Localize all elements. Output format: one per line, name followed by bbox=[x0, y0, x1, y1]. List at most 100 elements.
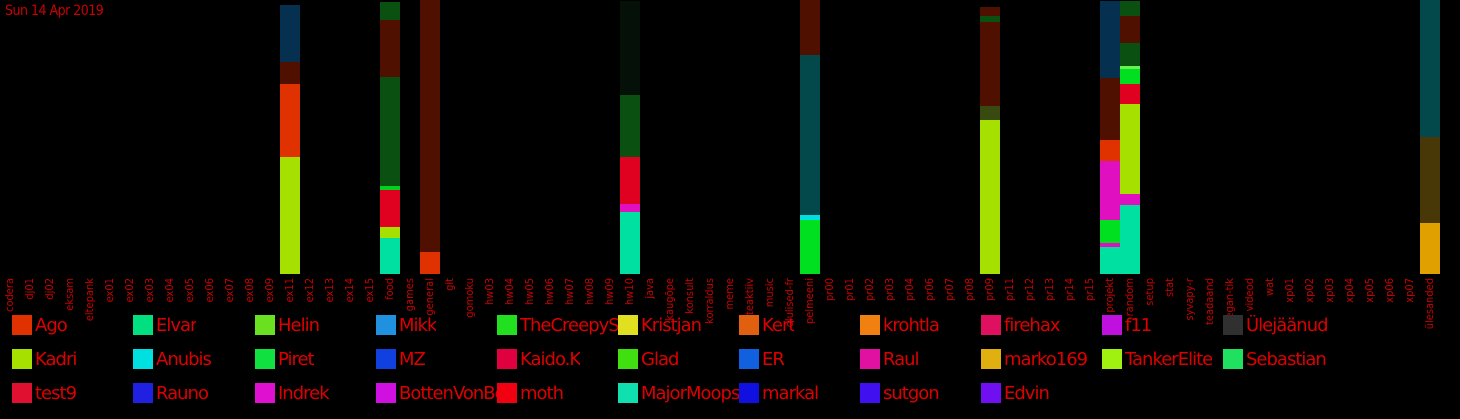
bar-segment bbox=[1100, 161, 1120, 220]
legend-item: markal bbox=[739, 382, 818, 404]
x-tick-label: random bbox=[1123, 278, 1136, 316]
bar-segment bbox=[1100, 1, 1120, 78]
bar-segment bbox=[1420, 0, 1440, 137]
x-tick-label: videod bbox=[1243, 278, 1256, 311]
bar-segment bbox=[1120, 194, 1140, 205]
x-tick-label: ex06 bbox=[203, 278, 216, 302]
legend-item: Sebastian bbox=[1223, 348, 1326, 370]
bar-segment bbox=[620, 157, 640, 204]
bar-segment bbox=[1120, 84, 1140, 104]
legend-label: Kert bbox=[762, 314, 795, 336]
bar-segment bbox=[620, 204, 640, 212]
legend-swatch bbox=[739, 349, 759, 369]
bar-segment bbox=[380, 227, 400, 238]
bar-segment bbox=[800, 55, 820, 215]
bar-segment bbox=[380, 238, 400, 274]
legend-label: ER bbox=[762, 348, 784, 370]
legend-swatch bbox=[12, 349, 32, 369]
x-tick-label: dj02 bbox=[43, 278, 56, 300]
bar-segment bbox=[380, 190, 400, 227]
bar-segment bbox=[1120, 205, 1140, 274]
legend-swatch bbox=[376, 383, 396, 403]
x-tick-label: pr07 bbox=[943, 278, 956, 301]
legend-label: sutgon bbox=[883, 382, 939, 404]
legend-label: MajorMoopsy bbox=[641, 382, 739, 404]
bar-segment bbox=[980, 7, 1000, 16]
legend-item: Edvin bbox=[981, 382, 1049, 404]
legend-swatch bbox=[739, 383, 759, 403]
legend-item: Ülejäänud bbox=[1223, 314, 1328, 336]
x-tick-label: ex11 bbox=[283, 278, 296, 302]
x-tick-label: pelmeeni bbox=[803, 278, 816, 324]
legend-swatch bbox=[1223, 315, 1243, 335]
legend-item: Kristjan bbox=[618, 314, 701, 336]
legend-swatch bbox=[376, 315, 396, 335]
legend-label: Ülejäänud bbox=[1246, 314, 1328, 336]
bar-segment bbox=[1100, 140, 1120, 161]
legend-item: Elvar bbox=[133, 314, 196, 336]
x-axis-labels: codera dj01 dj02 eksam eltepank ex01 ex02 ex03 e… bbox=[3, 277, 1436, 331]
x-tick-label: git bbox=[443, 278, 456, 291]
legend-swatch bbox=[618, 315, 638, 335]
legend-swatch bbox=[981, 315, 1001, 335]
x-tick-label: xp03 bbox=[1323, 278, 1336, 303]
x-tick-label: pr06 bbox=[923, 278, 936, 301]
legend-label: f11 bbox=[1125, 314, 1152, 336]
x-tick-label: teadaand bbox=[1203, 278, 1216, 325]
x-tick-label: xp01 bbox=[1283, 278, 1296, 303]
x-tick-label: wat bbox=[1263, 278, 1276, 296]
x-tick-label: meme bbox=[723, 278, 736, 309]
legend-item: moth bbox=[497, 382, 563, 404]
x-tick-label: hw05 bbox=[523, 278, 536, 305]
legend-item: Raul bbox=[860, 348, 919, 370]
bar-segment bbox=[1100, 78, 1120, 140]
legend-item: Glad bbox=[618, 348, 678, 370]
x-tick-label: konsult bbox=[683, 278, 696, 314]
legend-item: TankerElite bbox=[1102, 348, 1212, 370]
x-tick-label: xp04 bbox=[1343, 278, 1356, 303]
x-tick-label: java bbox=[643, 278, 656, 300]
bar-segment bbox=[980, 22, 1000, 106]
x-tick-label: food bbox=[383, 278, 396, 300]
bar-segment bbox=[1100, 243, 1120, 247]
x-tick-label: hw07 bbox=[563, 278, 576, 305]
x-tick-label: music bbox=[763, 278, 776, 307]
bar-segment bbox=[420, 0, 440, 252]
x-tick-label: pr12 bbox=[1023, 278, 1036, 301]
x-tick-label: stat bbox=[1163, 278, 1176, 297]
bar-segment bbox=[1420, 223, 1440, 274]
x-tick-label: pr03 bbox=[883, 278, 896, 301]
x-tick-label: hw06 bbox=[543, 278, 556, 305]
legend-swatch bbox=[1102, 349, 1122, 369]
bar-segment bbox=[380, 20, 400, 77]
legend-label: Glad bbox=[641, 348, 679, 370]
bar-segment bbox=[280, 157, 300, 274]
legend-item: firehax bbox=[981, 314, 1060, 336]
bar-segment bbox=[420, 252, 440, 274]
x-tick-label: hw09 bbox=[603, 278, 616, 305]
x-tick-label: ex07 bbox=[223, 278, 236, 302]
x-tick-label: ex05 bbox=[183, 278, 196, 302]
bar-segment bbox=[980, 120, 1000, 274]
legend-item: Helin bbox=[255, 314, 319, 336]
bar-segment bbox=[620, 212, 640, 274]
legend-item: Kert bbox=[739, 314, 794, 336]
legend-item: BottenVonBot bbox=[376, 382, 497, 404]
legend-label: Kaido.K bbox=[520, 348, 581, 370]
x-tick-label: pr09 bbox=[983, 278, 996, 301]
x-tick-label: vegan-tik bbox=[1223, 278, 1236, 325]
bar-segment bbox=[980, 106, 1000, 120]
bar-segment bbox=[1420, 137, 1440, 223]
legend-item: Indrek bbox=[255, 382, 329, 404]
date-label: Sun 14 Apr 2019 bbox=[5, 3, 104, 19]
legend-label: krohtla bbox=[883, 314, 939, 336]
legend-swatch bbox=[12, 315, 32, 335]
x-tick-label: kaugõpe bbox=[663, 278, 676, 321]
bar-segment bbox=[620, 95, 640, 157]
legend-item: Kadri bbox=[12, 348, 76, 370]
bar-segment bbox=[380, 77, 400, 186]
x-tick-label: ex14 bbox=[343, 278, 356, 302]
bar-segment bbox=[1120, 69, 1140, 84]
x-tick-label: ex03 bbox=[143, 278, 156, 302]
legend-swatch bbox=[618, 349, 638, 369]
